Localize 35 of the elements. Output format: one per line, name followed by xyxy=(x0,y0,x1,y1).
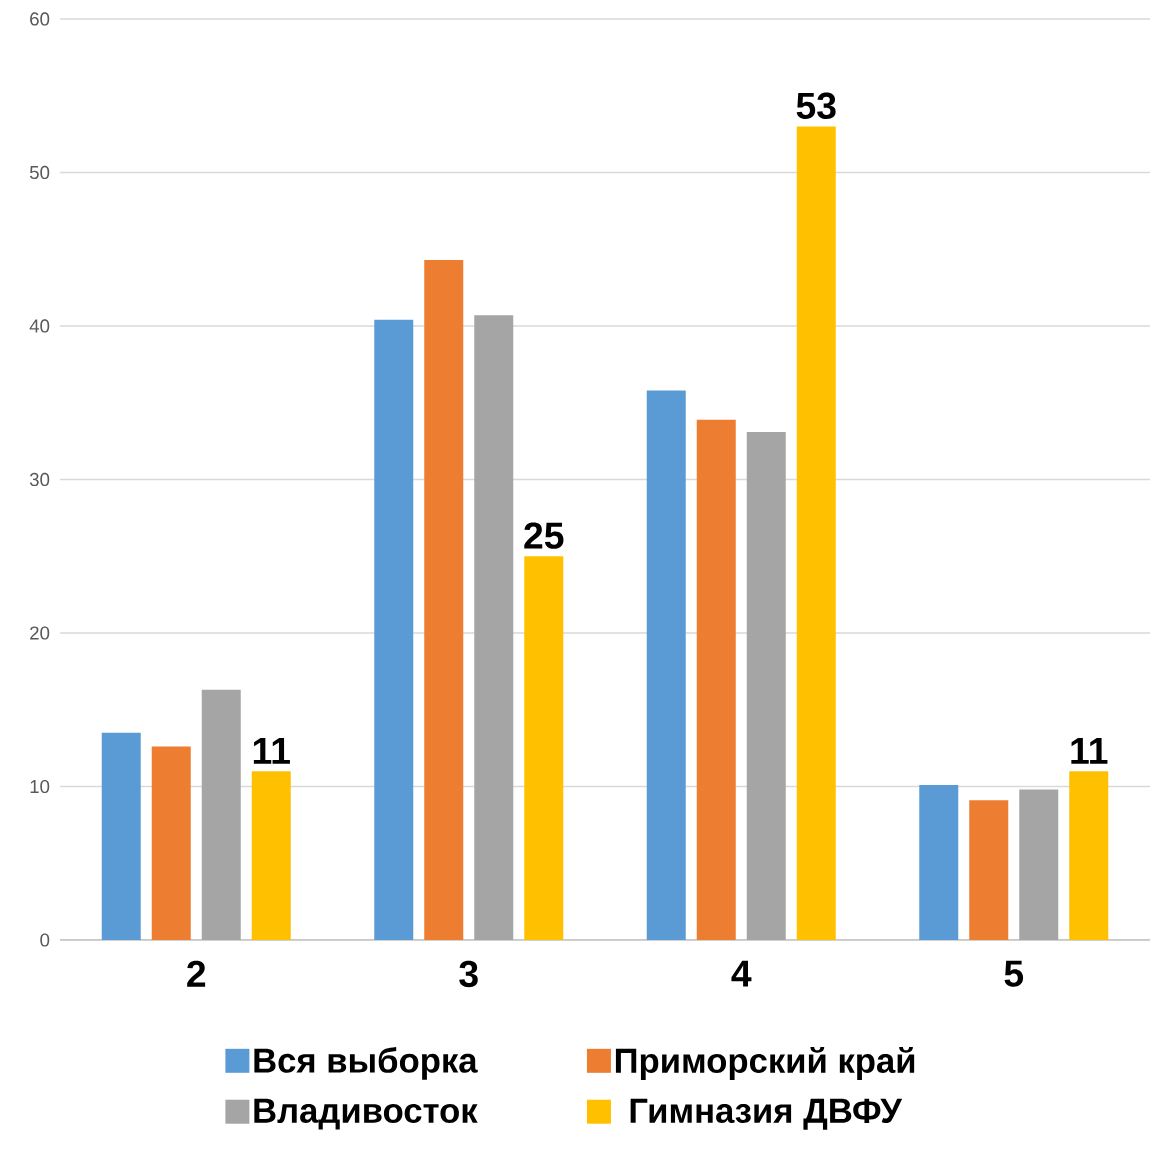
data-label: 11 xyxy=(1071,738,1108,764)
bar xyxy=(1069,771,1109,940)
bar xyxy=(151,746,191,940)
legend-label: Гимназия ДВФУ xyxy=(630,1098,903,1130)
bar xyxy=(201,689,241,940)
y-tick-label: 40 xyxy=(29,319,50,333)
bar xyxy=(646,390,686,940)
x-tick-label: 5 xyxy=(1004,960,1024,987)
y-tick-label: 10 xyxy=(30,779,50,794)
x-tick-label: 4 xyxy=(731,960,752,987)
y-tick-label: 30 xyxy=(29,472,50,487)
y-tick-label: 50 xyxy=(29,165,50,180)
bar xyxy=(1019,789,1059,940)
bar xyxy=(696,419,736,940)
data-label: 53 xyxy=(796,92,836,120)
bar xyxy=(424,259,464,940)
bar xyxy=(374,319,414,940)
y-tick-label: 20 xyxy=(30,626,50,640)
bar xyxy=(524,556,564,940)
x-tick-label: 3 xyxy=(459,960,478,988)
y-tick-label: 0 xyxy=(40,933,50,947)
legend-label: Приморский край xyxy=(615,1046,915,1080)
bar xyxy=(746,431,786,940)
bar xyxy=(919,784,959,940)
bar xyxy=(474,315,514,940)
bar xyxy=(251,771,291,940)
data-label: 25 xyxy=(524,522,564,549)
y-tick-label: 60 xyxy=(30,12,50,26)
data-label: 11 xyxy=(253,738,290,764)
bar xyxy=(969,800,1009,940)
legend-label: Владивосток xyxy=(254,1098,478,1130)
x-tick-label: 2 xyxy=(187,960,206,987)
legend-label: Вся выборка xyxy=(254,1047,478,1080)
bar xyxy=(101,732,141,940)
bar xyxy=(796,126,836,940)
